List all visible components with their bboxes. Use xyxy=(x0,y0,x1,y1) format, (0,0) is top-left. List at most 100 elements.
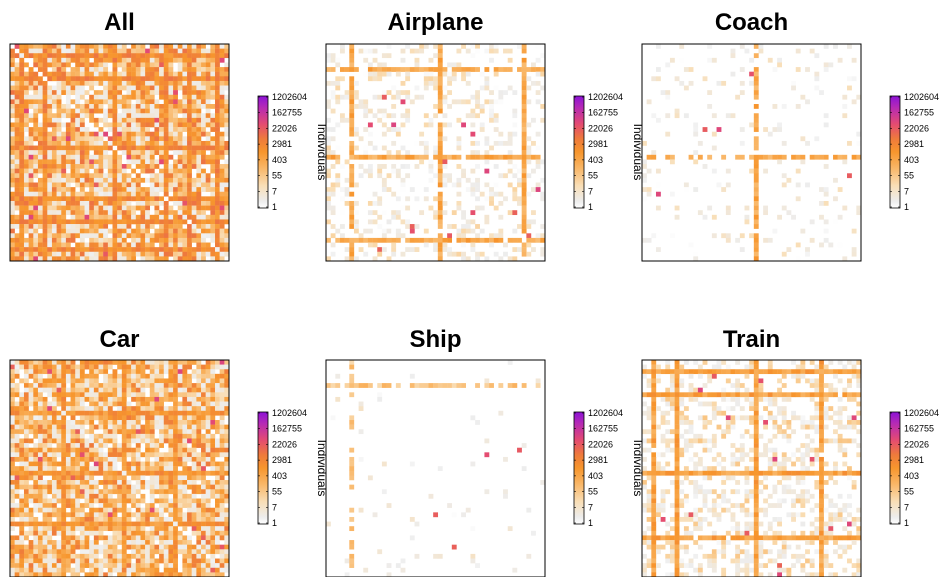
heatmap-cell xyxy=(37,521,43,527)
heatmap-cell xyxy=(79,210,85,216)
heatmap-cell xyxy=(823,200,829,206)
heatmap-cell xyxy=(93,424,99,430)
heatmap-cell xyxy=(42,140,48,146)
heatmap-cell xyxy=(201,131,206,137)
heatmap-cell xyxy=(14,521,20,527)
heatmap-cell xyxy=(163,480,169,485)
heatmap-cell xyxy=(19,136,25,142)
heatmap-cell xyxy=(10,196,15,202)
heatmap-cell xyxy=(14,503,20,508)
heatmap-cell xyxy=(437,57,443,63)
heatmap-cell xyxy=(837,187,843,192)
heatmap-cell xyxy=(395,71,401,77)
heatmap-cell xyxy=(126,214,132,220)
heatmap-cell xyxy=(391,154,397,160)
heatmap-cell xyxy=(112,150,118,156)
heatmap-cell xyxy=(159,401,164,407)
heatmap-cell xyxy=(823,191,829,197)
heatmap-cell xyxy=(767,57,773,63)
heatmap-cell xyxy=(126,136,132,142)
heatmap-cell xyxy=(37,498,43,504)
heatmap-cell xyxy=(23,242,29,248)
heatmap-cell xyxy=(205,521,211,527)
heatmap-cell xyxy=(716,182,722,188)
heatmap-cell xyxy=(683,67,689,72)
heatmap-cell xyxy=(140,466,146,472)
heatmap-cell xyxy=(65,498,71,504)
heatmap-cell xyxy=(461,71,466,77)
heatmap-cell xyxy=(117,420,123,425)
heatmap-cell xyxy=(465,71,471,77)
heatmap-cell xyxy=(14,383,20,388)
heatmap-cell xyxy=(219,122,225,128)
heatmap-cell xyxy=(84,443,90,448)
heatmap-cell xyxy=(182,251,188,257)
heatmap-cell xyxy=(173,387,178,393)
heatmap-cell xyxy=(168,512,174,518)
heatmap-cell xyxy=(182,145,188,151)
heatmap-cell xyxy=(10,406,15,411)
heatmap-cell xyxy=(89,387,95,393)
heatmap-cell xyxy=(23,466,29,472)
heatmap-cell xyxy=(93,62,99,68)
heatmap-cell xyxy=(381,113,387,119)
heatmap-cell xyxy=(177,256,183,262)
heatmap-cell xyxy=(135,154,141,160)
heatmap-cell xyxy=(140,99,146,105)
heatmap-cell xyxy=(837,57,843,63)
heatmap-cell xyxy=(107,48,113,54)
heatmap-cell xyxy=(168,369,174,375)
heatmap-cell xyxy=(187,113,192,119)
heatmap-cell xyxy=(423,150,429,156)
heatmap-cell xyxy=(386,228,392,234)
heatmap-cell xyxy=(117,85,123,91)
heatmap-cell xyxy=(117,470,123,476)
heatmap-cell xyxy=(121,256,127,262)
heatmap-cell xyxy=(163,122,169,128)
heatmap-cell xyxy=(79,154,85,160)
heatmap-cell xyxy=(182,256,188,262)
heatmap-cell xyxy=(117,383,123,388)
heatmap-cell xyxy=(196,117,202,123)
heatmap-cell xyxy=(168,173,174,179)
heatmap-cell xyxy=(381,182,387,188)
heatmap-cell xyxy=(121,475,127,481)
heatmap-cell xyxy=(196,159,202,165)
heatmap-cell xyxy=(56,392,62,398)
heatmap-cell xyxy=(84,108,90,114)
heatmap-cell xyxy=(437,247,443,252)
heatmap-cell xyxy=(693,159,699,165)
heatmap-cell xyxy=(28,177,34,183)
heatmap-cell xyxy=(65,466,71,472)
heatmap-cell xyxy=(781,182,787,188)
heatmap-cell xyxy=(121,420,127,425)
heatmap-cell xyxy=(56,94,62,100)
heatmap-cell xyxy=(98,150,104,156)
heatmap-cell xyxy=(224,251,230,257)
heatmap-cell xyxy=(70,429,76,435)
heatmap-cell xyxy=(442,122,448,128)
heatmap-cell xyxy=(201,90,206,95)
heatmap-cell xyxy=(163,420,169,425)
heatmap-cell xyxy=(196,145,202,151)
heatmap-cell xyxy=(168,475,174,481)
heatmap-cell xyxy=(19,145,25,151)
heatmap-cell xyxy=(89,452,95,458)
heatmap-cell xyxy=(442,99,448,105)
heatmap-cell xyxy=(442,173,448,179)
heatmap-cell xyxy=(419,131,425,137)
heatmap-cell xyxy=(196,210,202,216)
heatmap-cell xyxy=(84,420,90,425)
heatmap-cell xyxy=(117,540,123,545)
heatmap-cell xyxy=(749,168,755,174)
heatmap-cell xyxy=(121,498,127,504)
heatmap-cell xyxy=(224,364,230,370)
heatmap-cell xyxy=(28,387,34,393)
heatmap-cell xyxy=(372,242,378,248)
heatmap-cell xyxy=(98,493,104,499)
heatmap-cell xyxy=(470,53,476,59)
heatmap-cell xyxy=(121,104,127,109)
heatmap-cell xyxy=(437,159,443,165)
heatmap-cell xyxy=(117,57,123,63)
heatmap-cell xyxy=(47,484,53,490)
